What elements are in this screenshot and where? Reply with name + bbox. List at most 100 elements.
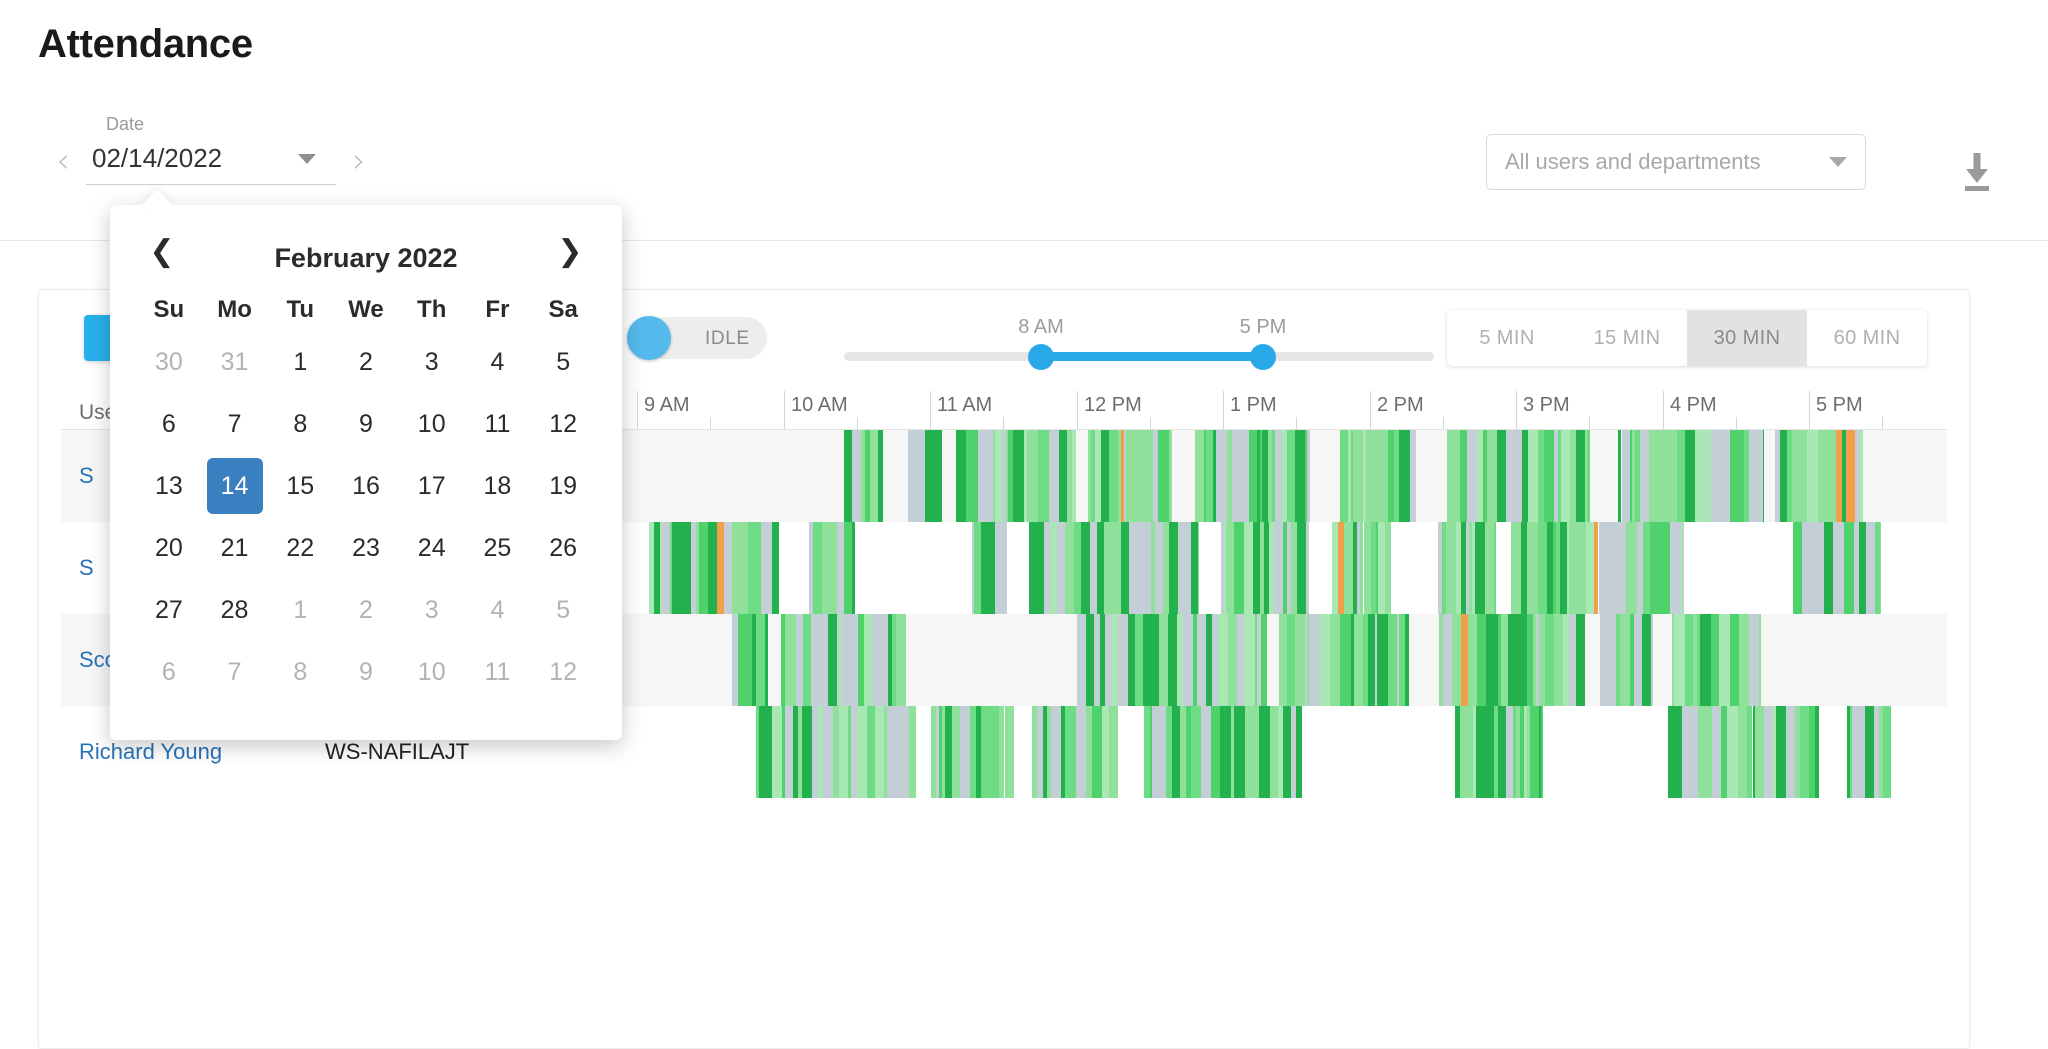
chevron-left-icon[interactable]: ‹ [56,141,70,181]
calendar-day[interactable]: 20 [136,517,202,579]
calendar-day[interactable]: 13 [136,455,202,517]
calendar-day[interactable]: 31 [202,331,268,393]
slider-thumb-end[interactable] [1250,344,1276,370]
activity-bar [1540,706,1543,798]
activity-bar [1598,522,1608,614]
row-activity-track[interactable] [491,706,1941,798]
activity-bar [1516,706,1520,798]
calendar-day[interactable]: 5 [530,579,596,641]
activity-bar [1670,522,1673,614]
activity-bar [1823,522,1834,614]
activity-bar [1104,614,1110,706]
calendar-day-number: 22 [286,533,315,562]
calendar-day[interactable]: 3 [399,331,465,393]
row-user-name[interactable]: Richard Young [79,739,223,764]
calendar-day-number: 4 [490,595,505,624]
idle-toggle[interactable]: IDLE [627,316,767,360]
row-user-name[interactable]: S [79,463,94,488]
calendar-day[interactable]: 22 [267,517,333,579]
calendar-day[interactable]: 10 [399,641,465,703]
chevron-right-icon[interactable]: ❯ [557,233,583,269]
row-user-name[interactable]: S [79,555,94,580]
activity-bar [1738,614,1749,706]
calendar-day[interactable]: 8 [267,641,333,703]
activity-bar [1476,430,1483,522]
activity-bar [836,522,844,614]
activity-bar [732,614,738,706]
chevron-right-icon[interactable]: › [352,141,366,181]
activity-bar [864,430,870,522]
activity-bar [1121,430,1124,522]
interval-button-15-min[interactable]: 15 MIN [1593,326,1661,349]
activity-bar [1570,430,1577,522]
calendar-day[interactable]: 7 [202,641,268,703]
activity-bar [1387,614,1398,706]
calendar-day[interactable]: 18 [465,455,531,517]
activity-bar [860,430,865,522]
calendar-day[interactable]: 11 [465,393,531,455]
interval-button-5-min[interactable]: 5 MIN [1479,326,1535,349]
activity-bar [1706,614,1712,706]
activity-bar [1304,614,1308,706]
activity-bar [1879,522,1881,614]
calendar-day[interactable]: 8 [267,393,333,455]
interval-button-60-min[interactable]: 60 MIN [1833,326,1901,349]
calendar-day[interactable]: 9 [333,393,399,455]
calendar-day[interactable]: 3 [399,579,465,641]
activity-bar [1155,522,1163,614]
chevron-left-icon[interactable]: ❮ [149,233,175,269]
calendar-day[interactable]: 1 [267,331,333,393]
calendar-day[interactable]: 17 [399,455,465,517]
calendar-day[interactable]: 30 [136,331,202,393]
calendar-day[interactable]: 4 [465,579,531,641]
calendar-day-number: 6 [161,657,176,686]
calendar-day[interactable]: 2 [333,331,399,393]
calendar-day[interactable]: 26 [530,517,596,579]
slider-thumb-start[interactable] [1028,344,1054,370]
time-range-slider[interactable]: 8 AM 5 PM [844,316,1434,372]
row-activity-track[interactable] [491,522,1941,614]
download-icon[interactable] [1956,152,1998,192]
row-activity-track[interactable] [491,614,1941,706]
activity-bar [812,522,823,614]
calendar-day[interactable]: 12 [530,641,596,703]
activity-bar [1101,430,1109,522]
activity-bar [1359,522,1364,614]
calendar-day[interactable]: 25 [465,517,531,579]
calendar-day[interactable]: 6 [136,393,202,455]
calendar-day[interactable]: 2 [333,579,399,641]
calendar-day[interactable]: 6 [136,641,202,703]
calendar-day[interactable]: 4 [465,331,531,393]
calendar-day[interactable]: 10 [399,393,465,455]
activity-bar [1471,522,1475,614]
calendar-day[interactable]: 15 [267,455,333,517]
activity-bar [1340,614,1351,706]
activity-bar [1371,522,1376,614]
user-department-filter[interactable]: All users and departments [1486,134,1866,190]
axis-tick-label: 4 PM [1670,394,1717,416]
calendar-day[interactable]: 11 [465,641,531,703]
calendar-day[interactable]: 12 [530,393,596,455]
calendar-day[interactable]: 9 [333,641,399,703]
calendar-day[interactable]: 21 [202,517,268,579]
activity-bar [1228,614,1237,706]
date-input[interactable]: 02/14/2022 [86,137,336,185]
calendar-day[interactable]: 27 [136,579,202,641]
interval-button-30-min[interactable]: 30 MIN [1687,310,1807,366]
calendar-day-selected[interactable]: 14 [202,455,268,517]
row-activity-track[interactable] [491,430,1941,522]
calendar-day[interactable]: 28 [202,579,268,641]
calendar-day[interactable]: 5 [530,331,596,393]
calendar-day[interactable]: 24 [399,517,465,579]
calendar-day[interactable]: 7 [202,393,268,455]
calendar-day-name: Sa [548,296,578,323]
calendar-day[interactable]: 16 [333,455,399,517]
activity-bar [1882,706,1891,798]
activity-bar [998,706,1005,798]
calendar-day[interactable]: 19 [530,455,596,517]
calendar-day[interactable]: 23 [333,517,399,579]
activity-bar [1304,430,1307,522]
activity-bar [1410,430,1416,522]
calendar-day[interactable]: 1 [267,579,333,641]
activity-bar [1367,614,1375,706]
